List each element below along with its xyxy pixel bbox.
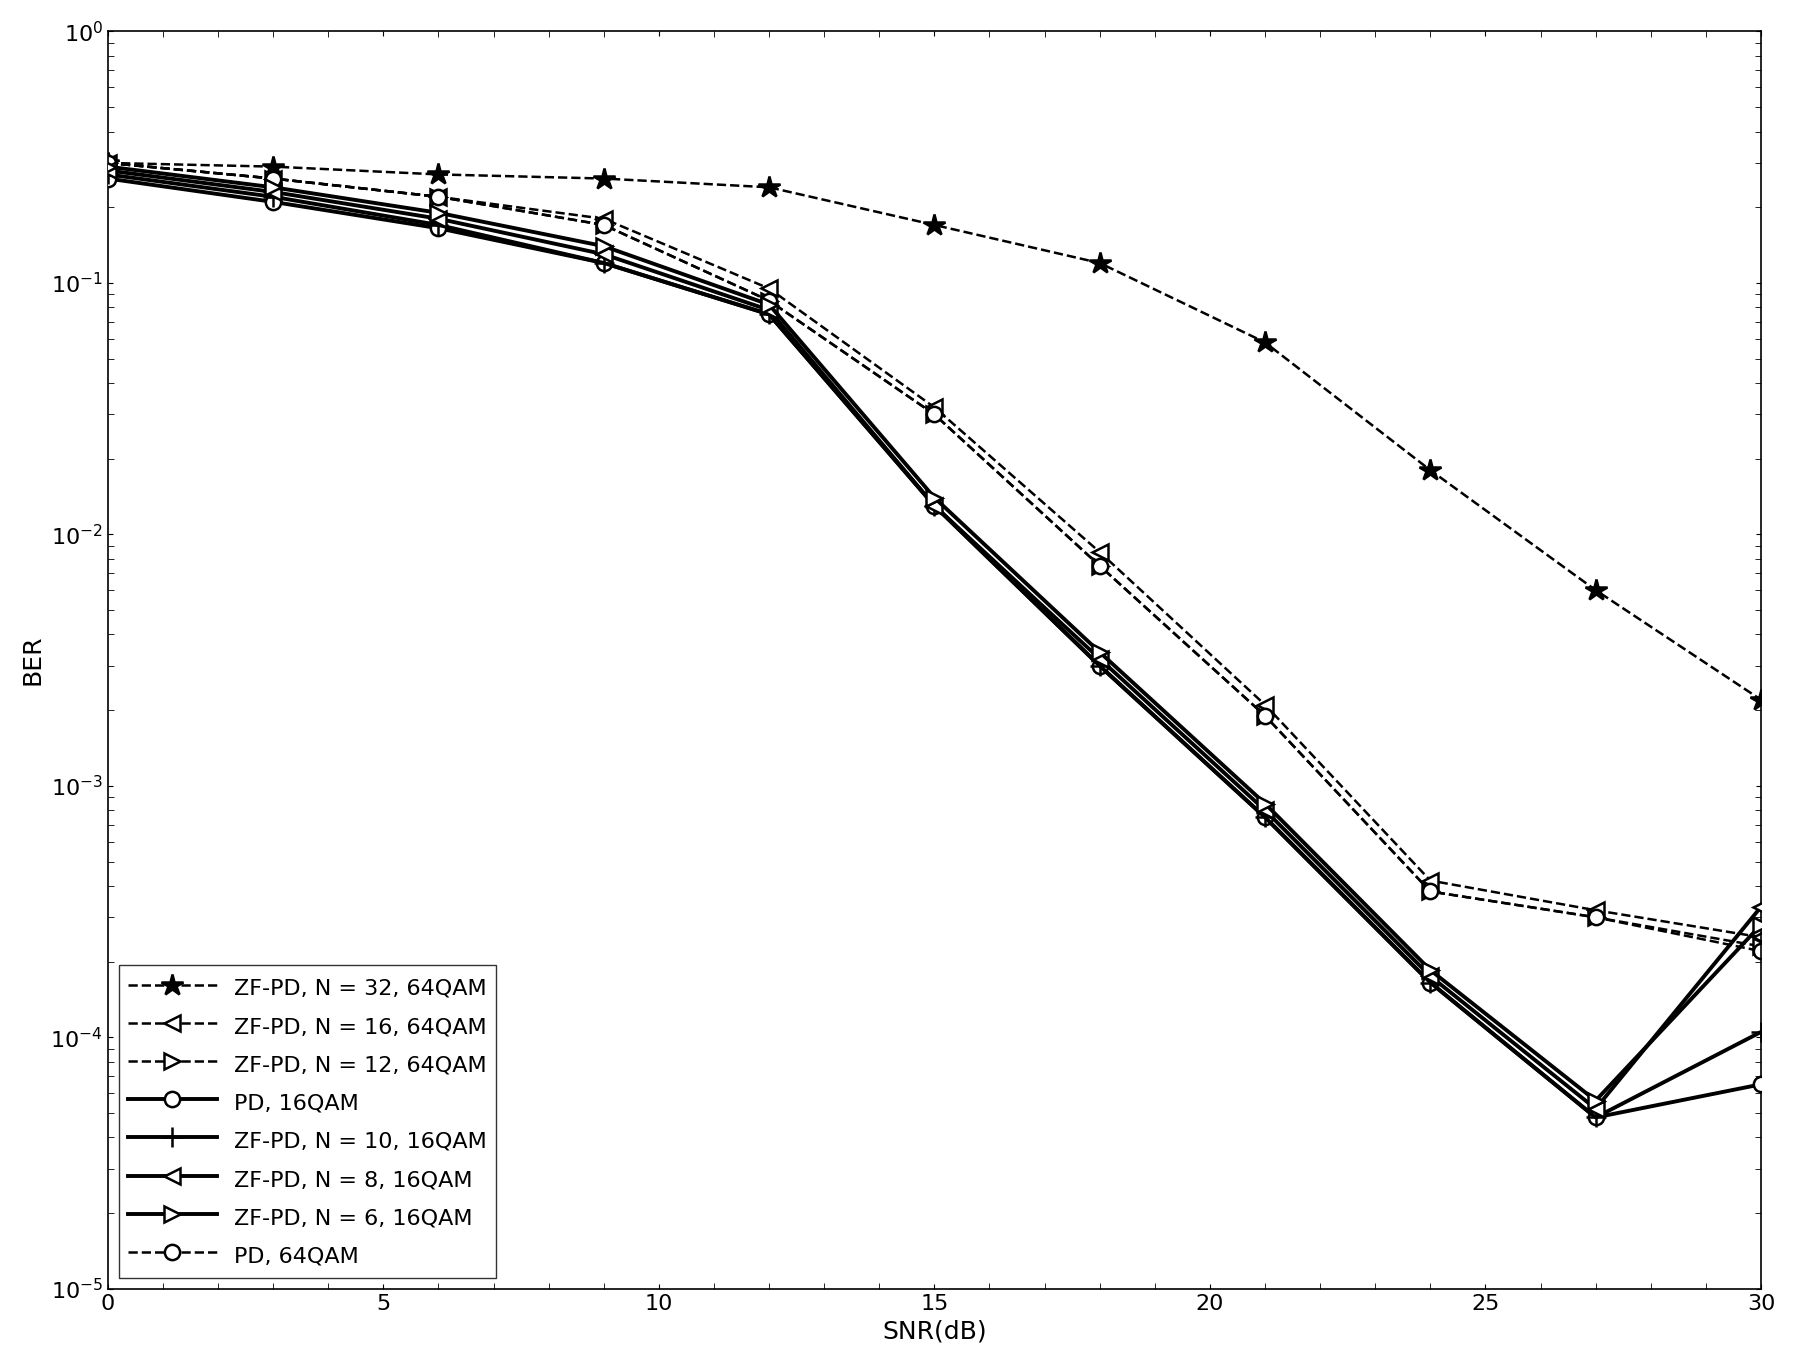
PD, 16QAM bbox=[1088, 657, 1110, 674]
ZF-PD, N = 6, 16QAM bbox=[593, 237, 614, 254]
ZF-PD, N = 10, 16QAM bbox=[427, 217, 449, 233]
ZF-PD, N = 32, 64QAM bbox=[1088, 255, 1110, 271]
Line: ZF-PD, N = 10, 16QAM: ZF-PD, N = 10, 16QAM bbox=[99, 165, 1771, 1127]
PD, 64QAM bbox=[1584, 910, 1606, 926]
ZF-PD, N = 12, 64QAM bbox=[1419, 884, 1440, 900]
Legend: ZF-PD, N = 32, 64QAM, ZF-PD, N = 16, 64QAM, ZF-PD, N = 12, 64QAM, PD, 16QAM, ZF-: ZF-PD, N = 32, 64QAM, ZF-PD, N = 16, 64Q… bbox=[119, 966, 496, 1278]
ZF-PD, N = 6, 16QAM bbox=[427, 205, 449, 221]
ZF-PD, N = 16, 64QAM bbox=[1254, 697, 1275, 713]
PD, 16QAM bbox=[1751, 1076, 1773, 1093]
PD, 16QAM bbox=[262, 194, 284, 210]
ZF-PD, N = 8, 16QAM bbox=[1088, 651, 1110, 667]
PD, 16QAM bbox=[97, 170, 119, 187]
ZF-PD, N = 32, 64QAM bbox=[262, 158, 284, 175]
ZF-PD, N = 10, 16QAM bbox=[1088, 657, 1110, 674]
ZF-PD, N = 6, 16QAM bbox=[1254, 795, 1275, 812]
PD, 16QAM bbox=[427, 220, 449, 236]
PD, 16QAM bbox=[1419, 974, 1440, 990]
ZF-PD, N = 16, 64QAM bbox=[1419, 873, 1440, 889]
PD, 64QAM bbox=[758, 292, 779, 308]
ZF-PD, N = 12, 64QAM bbox=[923, 406, 945, 423]
ZF-PD, N = 16, 64QAM bbox=[262, 170, 284, 187]
ZF-PD, N = 6, 16QAM bbox=[97, 158, 119, 175]
ZF-PD, N = 32, 64QAM bbox=[1254, 334, 1275, 351]
ZF-PD, N = 6, 16QAM bbox=[1751, 917, 1773, 933]
ZF-PD, N = 10, 16QAM bbox=[923, 498, 945, 514]
ZF-PD, N = 8, 16QAM bbox=[923, 498, 945, 514]
ZF-PD, N = 12, 64QAM bbox=[427, 188, 449, 205]
Line: ZF-PD, N = 8, 16QAM: ZF-PD, N = 8, 16QAM bbox=[101, 162, 1769, 1116]
ZF-PD, N = 10, 16QAM bbox=[1751, 1024, 1773, 1041]
ZF-PD, N = 16, 64QAM bbox=[1584, 902, 1606, 918]
ZF-PD, N = 8, 16QAM bbox=[593, 246, 614, 262]
ZF-PD, N = 6, 16QAM bbox=[1088, 644, 1110, 660]
PD, 64QAM bbox=[1088, 558, 1110, 574]
Line: ZF-PD, N = 12, 64QAM: ZF-PD, N = 12, 64QAM bbox=[101, 155, 1769, 953]
ZF-PD, N = 8, 16QAM bbox=[1419, 968, 1440, 985]
ZF-PD, N = 12, 64QAM bbox=[1584, 910, 1606, 926]
ZF-PD, N = 6, 16QAM bbox=[1584, 1093, 1606, 1109]
ZF-PD, N = 32, 64QAM bbox=[758, 179, 779, 195]
ZF-PD, N = 32, 64QAM bbox=[593, 170, 614, 187]
ZF-PD, N = 8, 16QAM bbox=[758, 301, 779, 318]
ZF-PD, N = 8, 16QAM bbox=[1584, 1101, 1606, 1117]
ZF-PD, N = 32, 64QAM bbox=[97, 154, 119, 170]
ZF-PD, N = 8, 16QAM bbox=[262, 184, 284, 201]
Y-axis label: BER: BER bbox=[22, 634, 45, 685]
ZF-PD, N = 32, 64QAM bbox=[1751, 692, 1773, 708]
PD, 64QAM bbox=[97, 154, 119, 170]
PD, 64QAM bbox=[593, 217, 614, 233]
ZF-PD, N = 32, 64QAM bbox=[1419, 462, 1440, 479]
Line: ZF-PD, N = 32, 64QAM: ZF-PD, N = 32, 64QAM bbox=[97, 151, 1773, 711]
ZF-PD, N = 16, 64QAM bbox=[758, 281, 779, 297]
ZF-PD, N = 10, 16QAM bbox=[758, 306, 779, 322]
ZF-PD, N = 12, 64QAM bbox=[97, 154, 119, 170]
ZF-PD, N = 6, 16QAM bbox=[923, 490, 945, 506]
ZF-PD, N = 12, 64QAM bbox=[1088, 558, 1110, 574]
PD, 64QAM bbox=[427, 188, 449, 205]
ZF-PD, N = 12, 64QAM bbox=[758, 292, 779, 308]
Line: PD, 64QAM: PD, 64QAM bbox=[101, 155, 1769, 959]
ZF-PD, N = 10, 16QAM bbox=[97, 166, 119, 183]
PD, 64QAM bbox=[1419, 884, 1440, 900]
ZF-PD, N = 8, 16QAM bbox=[1751, 899, 1773, 915]
ZF-PD, N = 32, 64QAM bbox=[923, 217, 945, 233]
ZF-PD, N = 16, 64QAM bbox=[923, 400, 945, 416]
PD, 16QAM bbox=[758, 306, 779, 322]
ZF-PD, N = 10, 16QAM bbox=[593, 255, 614, 271]
ZF-PD, N = 8, 16QAM bbox=[427, 210, 449, 226]
PD, 64QAM bbox=[923, 406, 945, 423]
ZF-PD, N = 12, 64QAM bbox=[1254, 708, 1275, 724]
ZF-PD, N = 12, 64QAM bbox=[262, 170, 284, 187]
PD, 16QAM bbox=[1584, 1109, 1606, 1125]
PD, 64QAM bbox=[1751, 943, 1773, 959]
PD, 64QAM bbox=[262, 170, 284, 187]
ZF-PD, N = 10, 16QAM bbox=[1584, 1109, 1606, 1125]
ZF-PD, N = 12, 64QAM bbox=[593, 217, 614, 233]
ZF-PD, N = 32, 64QAM bbox=[427, 166, 449, 183]
ZF-PD, N = 12, 64QAM bbox=[1751, 938, 1773, 955]
Line: ZF-PD, N = 6, 16QAM: ZF-PD, N = 6, 16QAM bbox=[101, 160, 1769, 1108]
ZF-PD, N = 8, 16QAM bbox=[1254, 802, 1275, 818]
ZF-PD, N = 10, 16QAM bbox=[1254, 809, 1275, 825]
PD, 16QAM bbox=[1254, 809, 1275, 825]
Line: PD, 16QAM: PD, 16QAM bbox=[101, 170, 1769, 1125]
PD, 16QAM bbox=[593, 255, 614, 271]
X-axis label: SNR(dB): SNR(dB) bbox=[882, 1319, 986, 1344]
ZF-PD, N = 6, 16QAM bbox=[262, 179, 284, 195]
ZF-PD, N = 6, 16QAM bbox=[1419, 962, 1440, 978]
ZF-PD, N = 10, 16QAM bbox=[1419, 974, 1440, 990]
ZF-PD, N = 32, 64QAM bbox=[1584, 582, 1606, 599]
ZF-PD, N = 8, 16QAM bbox=[97, 162, 119, 179]
ZF-PD, N = 16, 64QAM bbox=[1751, 929, 1773, 945]
PD, 64QAM bbox=[1254, 708, 1275, 724]
ZF-PD, N = 16, 64QAM bbox=[1088, 544, 1110, 561]
ZF-PD, N = 16, 64QAM bbox=[593, 210, 614, 226]
Line: ZF-PD, N = 16, 64QAM: ZF-PD, N = 16, 64QAM bbox=[101, 155, 1769, 945]
ZF-PD, N = 16, 64QAM bbox=[97, 154, 119, 170]
ZF-PD, N = 16, 64QAM bbox=[427, 188, 449, 205]
ZF-PD, N = 10, 16QAM bbox=[262, 188, 284, 205]
ZF-PD, N = 6, 16QAM bbox=[758, 296, 779, 312]
PD, 16QAM bbox=[923, 498, 945, 514]
